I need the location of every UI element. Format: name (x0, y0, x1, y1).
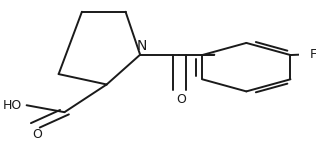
Text: N: N (137, 39, 147, 53)
Text: O: O (176, 93, 186, 106)
Text: HO: HO (3, 99, 22, 112)
Text: F: F (310, 48, 316, 61)
Text: O: O (32, 128, 42, 141)
